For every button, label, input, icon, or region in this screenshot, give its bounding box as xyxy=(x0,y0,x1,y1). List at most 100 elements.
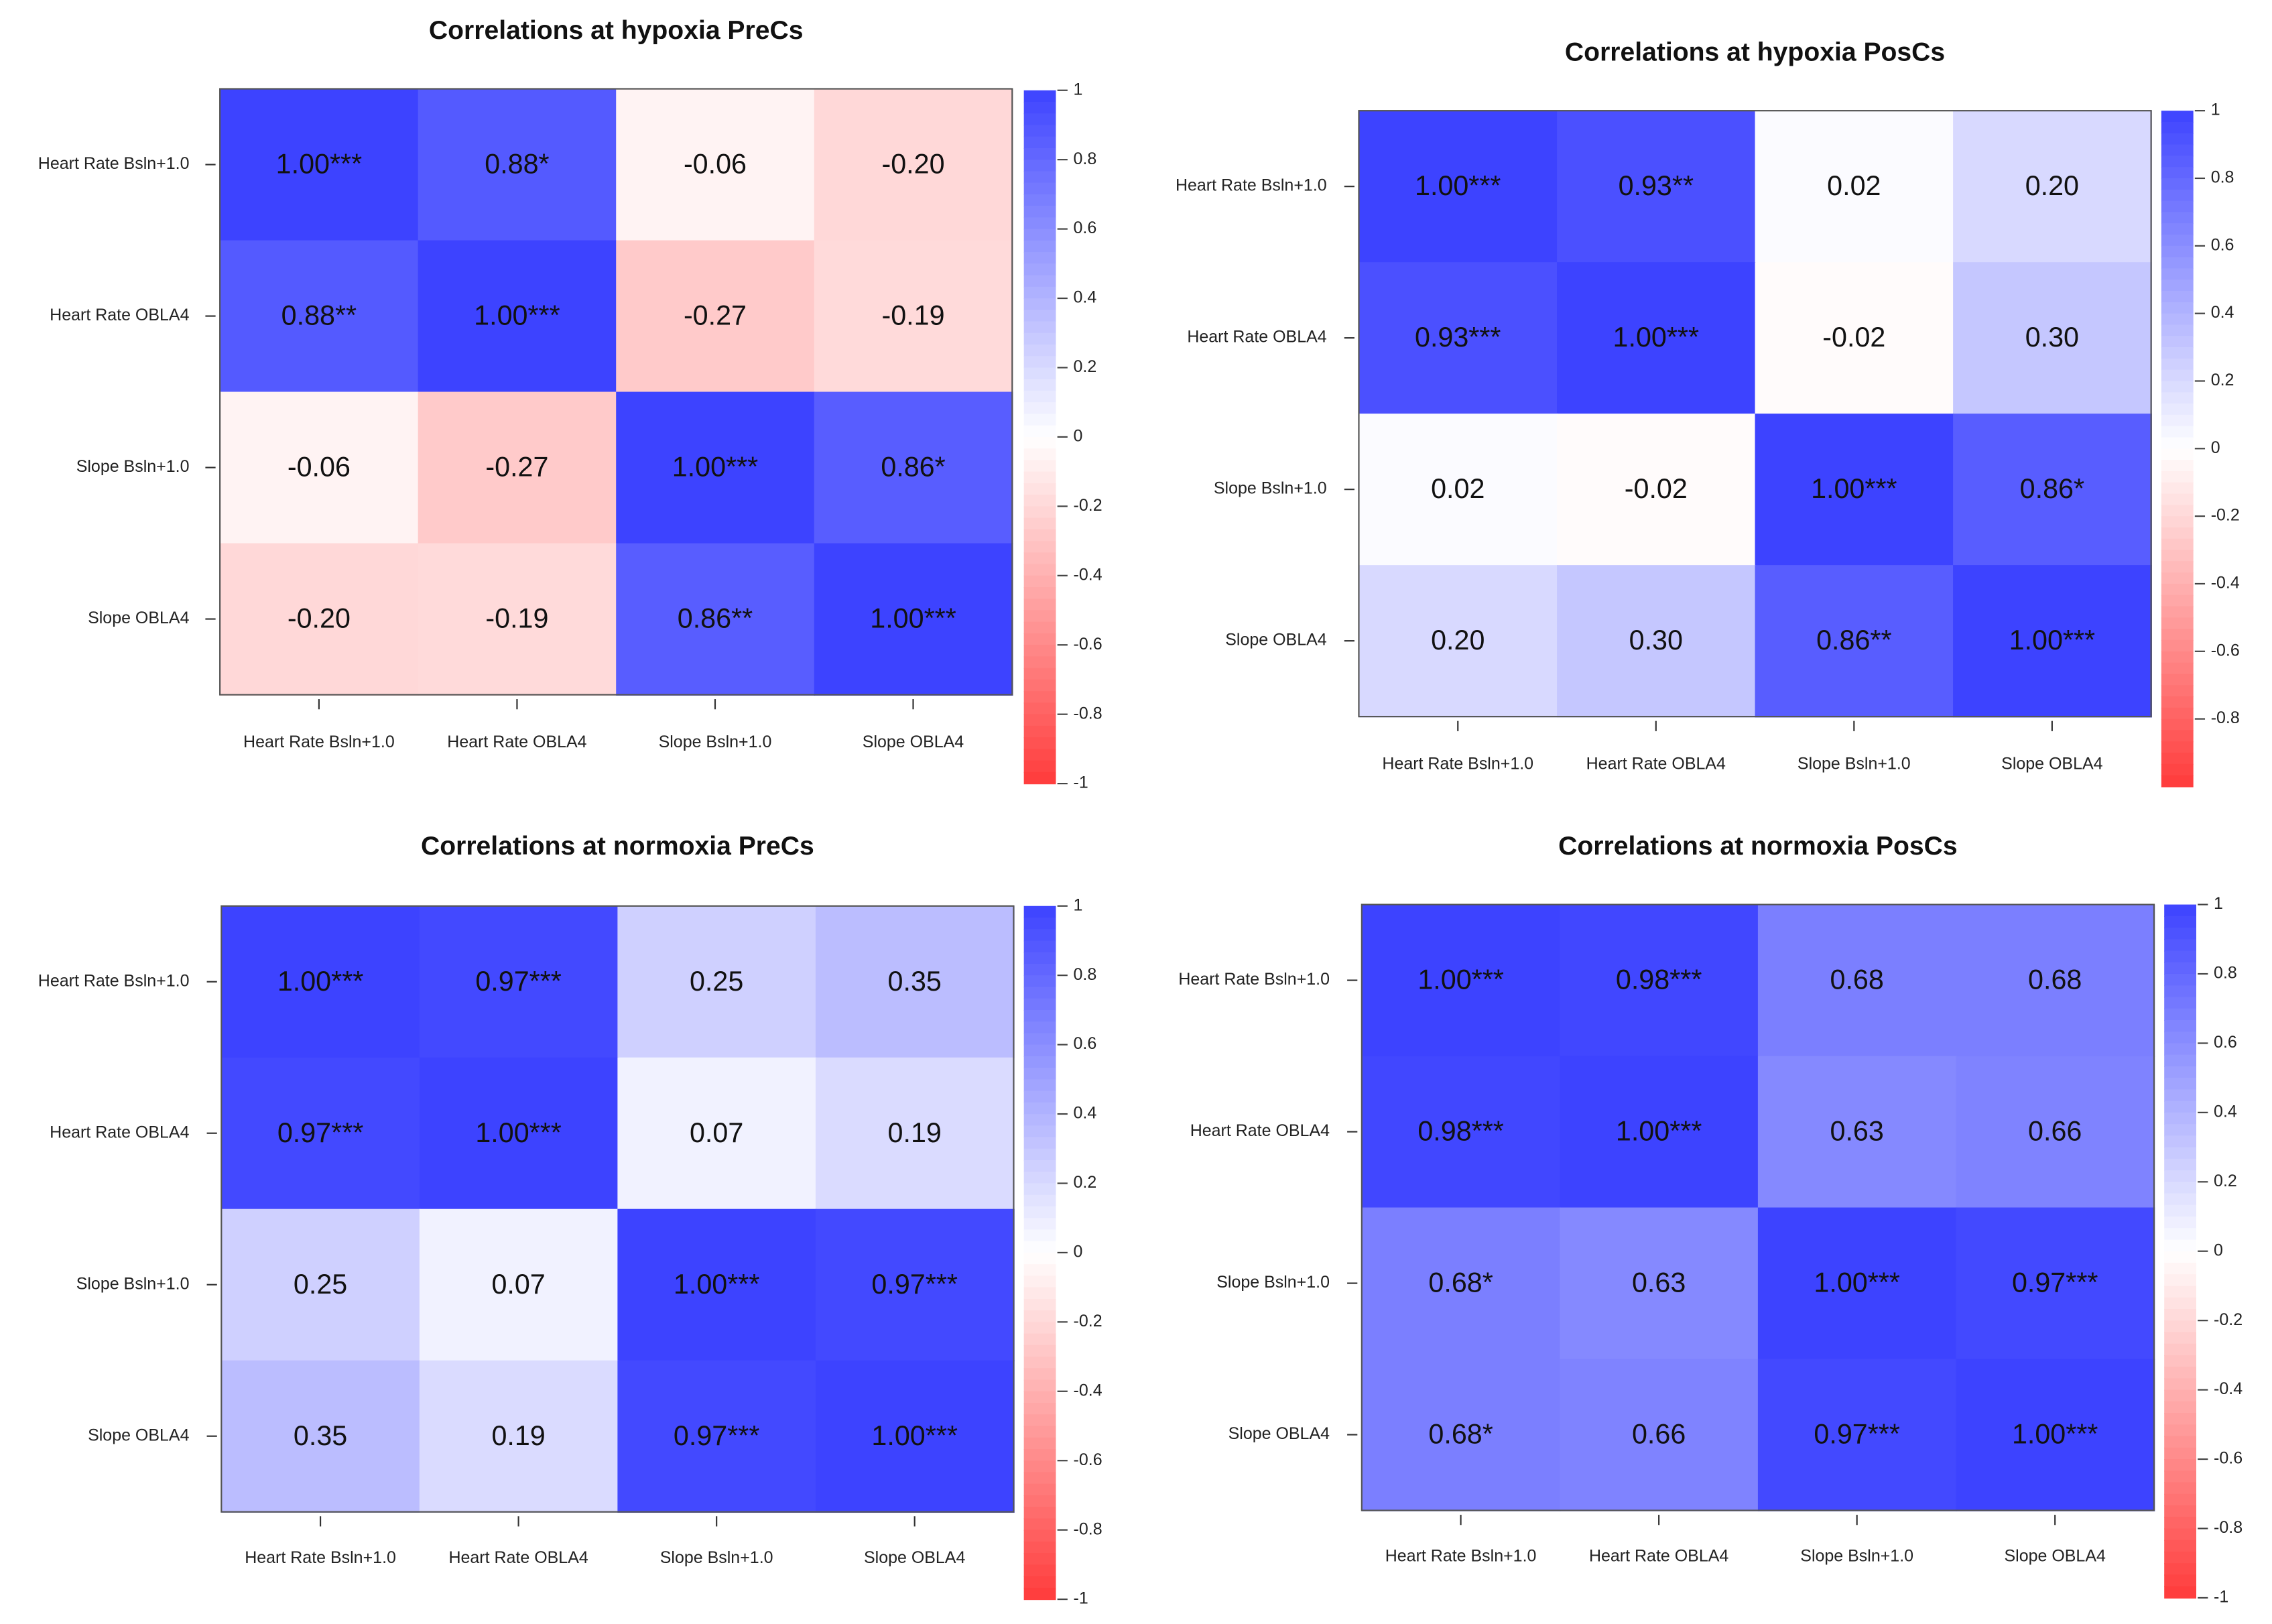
colorbar-segment xyxy=(1023,136,1056,149)
colorbar-tick-label: 1 xyxy=(1074,895,1083,914)
cell-label: 1.00*** xyxy=(672,452,759,483)
colorbar-segment xyxy=(2164,1436,2196,1448)
heatmap-cell xyxy=(617,1208,817,1361)
column-label: Slope Bsln+1.0 xyxy=(1797,754,1911,773)
colorbar-segment xyxy=(1023,963,1056,977)
colorbar-segment xyxy=(2161,707,2194,720)
colorbar-segment xyxy=(2164,1089,2196,1102)
colorbar-segment xyxy=(2161,460,2194,472)
colorbar-segment xyxy=(2164,1332,2196,1345)
colorbar-segment xyxy=(2161,606,2194,619)
colorbar-tick-label: -0.6 xyxy=(2214,1449,2243,1468)
colorbar-segment xyxy=(1023,1472,1056,1485)
colorbar-segment xyxy=(2164,1124,2196,1137)
colorbar-segment xyxy=(2161,369,2194,382)
colorbar-segment xyxy=(1023,1113,1056,1127)
row-label: Slope Bsln+1.0 xyxy=(1216,1273,1330,1292)
colorbar-tick-label: 0.8 xyxy=(1074,965,1097,984)
colorbar-segment xyxy=(1023,1402,1056,1416)
colorbar-segment xyxy=(1023,1102,1056,1115)
cell-label: 0.93** xyxy=(1619,170,1694,201)
colorbar-tick-label: -0.8 xyxy=(1074,1519,1102,1538)
colorbar-segment xyxy=(1023,1322,1056,1334)
colorbar-segment xyxy=(2161,437,2194,450)
heatmap-border xyxy=(220,905,1015,1513)
heatmap-cell xyxy=(815,905,1015,1058)
colorbar-segment xyxy=(2161,595,2194,607)
colorbar-segment xyxy=(2164,1413,2196,1426)
colorbar-segment xyxy=(1023,471,1056,484)
colorbar-tick-label: 0.8 xyxy=(1074,149,1097,168)
colorbar-segment xyxy=(1023,367,1056,380)
column-label: Heart Rate Bsln+1.0 xyxy=(245,1548,396,1567)
cell-label: 0.88* xyxy=(485,149,549,180)
row-label: Heart Rate OBLA4 xyxy=(50,306,189,324)
cell-label: 1.00*** xyxy=(871,1420,958,1451)
colorbar-tick-label: -0.4 xyxy=(2211,574,2240,592)
colorbar-segment xyxy=(2164,1367,2196,1379)
colorbar-segment xyxy=(2161,516,2194,529)
row-label: Heart Rate Bsln+1.0 xyxy=(38,154,190,173)
cell-label: 0.30 xyxy=(1629,625,1683,655)
colorbar-segment xyxy=(2161,763,2194,776)
colorbar-tick-label: -0.6 xyxy=(2211,641,2240,660)
heatmap-cell xyxy=(419,1208,619,1361)
colorbar-segment xyxy=(2161,651,2194,664)
colorbar-segment xyxy=(1023,1287,1056,1300)
colorbar-segment xyxy=(1023,1229,1056,1242)
colorbar-segment xyxy=(1023,529,1056,542)
colorbar-tick-label: -1 xyxy=(1074,1589,1088,1608)
colorbar-segment xyxy=(2161,696,2194,708)
colorbar-segment xyxy=(1023,610,1056,623)
row-label: Slope OBLA4 xyxy=(1228,1424,1330,1443)
colorbar-segment xyxy=(1023,587,1056,600)
heatmap-cell xyxy=(1359,565,1558,718)
colorbar-tick-label: 0.4 xyxy=(1074,1104,1097,1123)
row-label: Slope OBLA4 xyxy=(88,609,189,627)
colorbar-segment xyxy=(2161,155,2194,168)
colorbar-segment xyxy=(1023,575,1056,588)
colorbar-segment xyxy=(2164,1204,2196,1218)
colorbar-segment xyxy=(2164,1182,2196,1194)
colorbar-segment xyxy=(1023,217,1056,230)
colorbar-segment xyxy=(2161,550,2194,562)
heatmap-cell xyxy=(616,240,816,393)
colorbar-segment xyxy=(2161,572,2194,585)
colorbar-segment xyxy=(2164,1112,2196,1125)
colorbar-segment xyxy=(1023,1437,1056,1450)
heatmap-svg: Correlations at hypoxia PosCs 1.00*** 0.93… xyxy=(1176,38,2240,788)
column-label: Slope OBLA4 xyxy=(864,1548,965,1567)
colorbar-segment xyxy=(2164,1019,2196,1033)
colorbar-segment xyxy=(2161,775,2194,788)
colorbar-tick-label: 0 xyxy=(2214,1241,2223,1259)
colorbar-segment xyxy=(2164,1286,2196,1298)
colorbar-segment xyxy=(1023,252,1056,265)
colorbar-segment xyxy=(1023,668,1056,681)
colorbar-segment xyxy=(1023,1241,1056,1253)
colorbar-segment xyxy=(2161,245,2194,258)
colorbar-segment xyxy=(2164,1447,2196,1460)
cell-label: -0.06 xyxy=(288,452,351,483)
heatmap-cell xyxy=(616,543,816,696)
heatmap-cell xyxy=(418,240,617,393)
colorbar-segment xyxy=(1023,1541,1056,1554)
heatmap-cell xyxy=(1953,414,2152,566)
cell-label: 1.00*** xyxy=(870,603,956,634)
cell-label: 1.00*** xyxy=(475,1117,562,1148)
heatmap-cell xyxy=(418,391,617,544)
colorbar-segment xyxy=(2161,414,2194,427)
colorbar-segment xyxy=(1023,702,1056,715)
colorbar-tick-label: -0.4 xyxy=(1074,1381,1102,1399)
heatmap-cell xyxy=(1757,1207,1957,1360)
colorbar-segment xyxy=(2161,471,2194,483)
heatmap-cell xyxy=(221,1360,421,1513)
cell-label: 0.66 xyxy=(2028,1116,2082,1147)
colorbar-segment xyxy=(2161,493,2194,506)
colorbar-segment xyxy=(1023,1206,1056,1219)
correlation-panel-4: Correlations at normoxia PosCs 1.00*** 0.9… xyxy=(1136,816,2272,1624)
correlation-panel-3: Correlations at normoxia PreCs 1.00*** 0.9… xyxy=(0,816,1136,1624)
colorbar-segment xyxy=(2161,257,2194,269)
heatmap-cell xyxy=(419,1057,619,1210)
cell-label: 1.00*** xyxy=(276,149,363,180)
cell-label: 0.66 xyxy=(1632,1419,1686,1450)
